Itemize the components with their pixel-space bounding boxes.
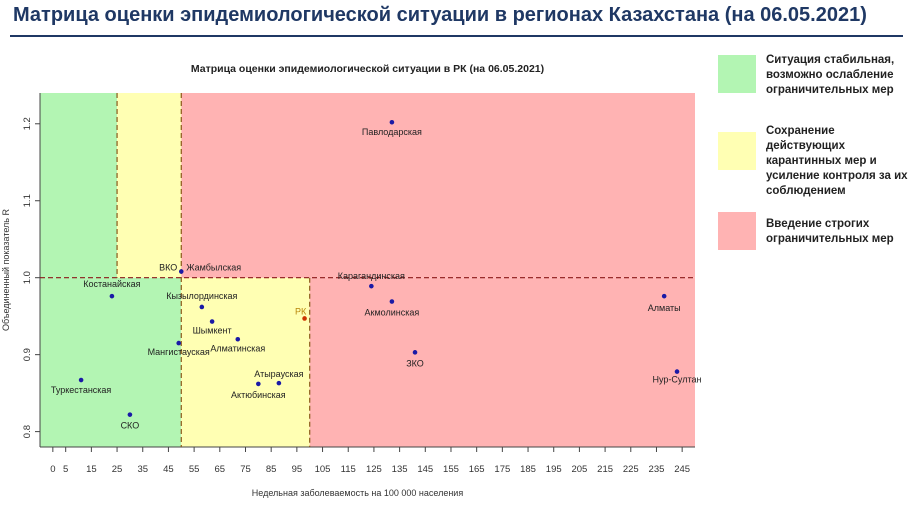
x-tick-label: 55 — [189, 464, 200, 475]
data-point — [199, 304, 205, 310]
y-axis-title: Объединенный показатель R — [1, 209, 11, 332]
title-divider — [10, 35, 903, 37]
y-tick-label: 0.9 — [22, 348, 33, 361]
x-tick-label: 225 — [623, 464, 639, 475]
x-tick-label: 145 — [417, 464, 433, 475]
data-point-label: Нур-Султан — [653, 375, 702, 385]
y-tick-label: 1.0 — [22, 271, 33, 284]
data-point-label: Атырауская — [254, 369, 303, 379]
data-point — [674, 369, 680, 374]
data-point — [276, 380, 282, 386]
x-tick-label: 215 — [597, 464, 613, 475]
x-tick-label: 165 — [469, 464, 485, 475]
data-point — [109, 293, 115, 299]
data-point-label: РК — [295, 306, 307, 316]
x-tick-label: 205 — [571, 464, 587, 475]
data-point — [389, 299, 395, 304]
x-tick-label: 235 — [649, 464, 665, 475]
legend-swatch-red — [718, 212, 756, 250]
data-point — [178, 269, 184, 274]
x-tick-label: 125 — [366, 464, 382, 475]
legend-swatch-yellow — [718, 132, 756, 170]
y-tick-label: 1.1 — [22, 194, 33, 207]
data-point — [176, 340, 182, 346]
x-tick-label: 25 — [112, 464, 123, 475]
data-point-label: ЗКО — [406, 358, 424, 368]
x-tick-label: 135 — [392, 464, 408, 475]
data-point — [256, 381, 261, 387]
x-tick-label: 175 — [494, 464, 510, 475]
data-point — [127, 412, 133, 417]
data-point-label: Шымкент — [193, 326, 232, 336]
data-point-label: ВКО — [159, 263, 177, 273]
legend-label-green: Ситуация стабильная, возможно ослабление… — [766, 54, 895, 96]
data-point — [369, 283, 374, 289]
x-tick-label: 65 — [215, 464, 226, 475]
data-point-label: Жамбылская — [186, 263, 241, 273]
x-tick-label: 35 — [137, 464, 148, 475]
zone-yellow-2 — [117, 93, 182, 278]
zone-green-0 — [40, 277, 182, 447]
x-tick-label: 75 — [240, 464, 251, 475]
legend-label-red: Введение строгих ограничительных мер — [766, 218, 894, 245]
data-point-label: Мангистауская — [148, 347, 210, 357]
x-tick-label: 85 — [266, 464, 277, 475]
x-tick-label: 5 — [63, 464, 68, 475]
data-point — [661, 293, 667, 299]
zone-red-5 — [309, 277, 695, 447]
data-point-label: Алматы — [648, 303, 681, 313]
x-tick-label: 195 — [546, 464, 562, 475]
zone-green-1 — [40, 93, 118, 278]
x-tick-label: 115 — [341, 464, 356, 475]
data-point-label: Кызылординская — [166, 291, 237, 301]
chart-title: Матрица оценки эпидемиологической ситуац… — [191, 63, 544, 75]
data-point-label: Павлодарская — [362, 127, 422, 137]
data-point-label: Туркестанская — [51, 385, 112, 395]
data-point — [302, 316, 307, 321]
data-point-label: Алматинская — [210, 343, 265, 353]
y-tick-label: 0.8 — [22, 425, 33, 438]
x-tick-label: 155 — [443, 464, 459, 475]
x-axis-title: Недельная заболеваемость на 100 000 насе… — [252, 488, 464, 498]
data-point — [389, 119, 395, 125]
data-point-label: Акмолинская — [365, 308, 420, 318]
page-title: Матрица оценки эпидемиологической ситуац… — [13, 4, 867, 26]
x-tick-label: 185 — [520, 464, 536, 475]
data-point-label: Актюбинская — [231, 390, 286, 400]
data-point-label: Костанайская — [83, 279, 140, 289]
data-point-label: Карагандинская — [338, 271, 405, 281]
x-tick-label: 15 — [86, 464, 97, 475]
legend-swatch-green — [718, 55, 756, 93]
x-tick-label: 105 — [315, 464, 331, 475]
data-point — [78, 377, 84, 383]
data-point — [235, 336, 241, 342]
y-tick-label: 1.2 — [22, 117, 33, 130]
data-point — [209, 319, 215, 324]
zone-red-4 — [181, 93, 695, 278]
x-tick-label: 95 — [292, 464, 303, 475]
legend-label-yellow: Сохранение действующих карантинных мер и… — [766, 125, 908, 197]
x-tick-label: 245 — [674, 464, 690, 475]
zone-yellow-3 — [181, 277, 310, 447]
x-tick-label: 45 — [163, 464, 174, 475]
x-tick-label: 0 — [50, 464, 55, 475]
data-point-label: СКО — [121, 421, 140, 431]
data-point — [412, 350, 418, 355]
